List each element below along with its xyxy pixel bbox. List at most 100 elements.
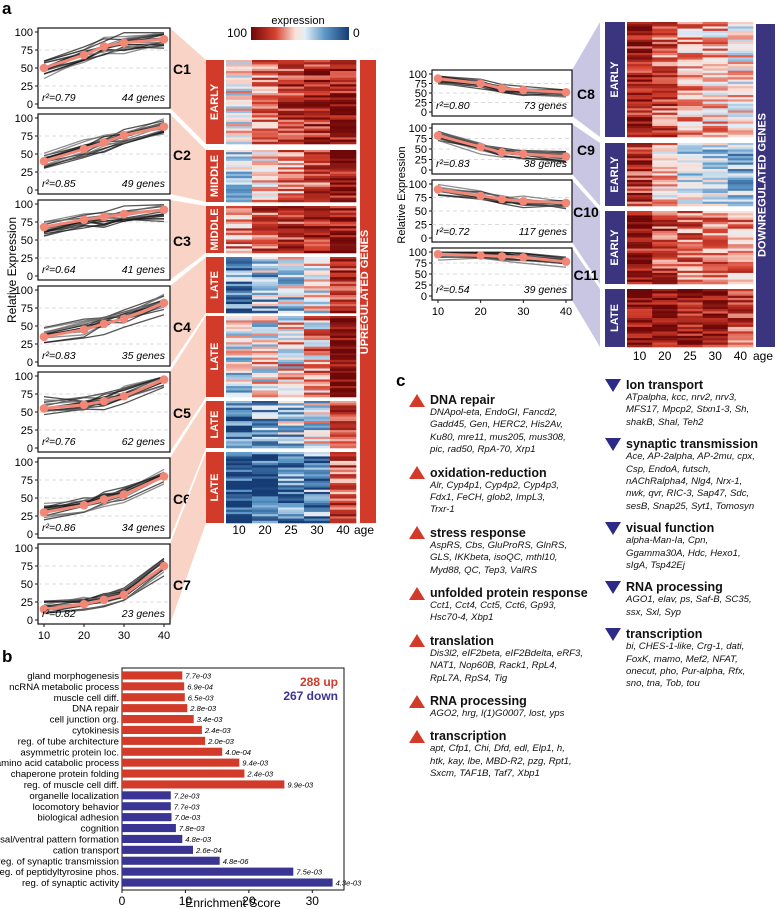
legend-low: 0 [353,26,360,40]
heatmap-cell [278,518,305,522]
heatmap-cell [677,320,703,323]
trend-point [99,42,109,51]
heatmap-cell [278,335,305,339]
heatmap-cell [252,223,279,227]
y-tick-label: 100 [15,113,33,125]
heatmap-cell [727,72,754,76]
heatmap-cell [652,264,678,267]
heatmap-cell [652,130,678,133]
heatmap-cell [252,357,279,361]
heatmap-cell [252,137,279,140]
heatmap-cell [278,152,305,155]
heatmap-cell [702,121,729,125]
heatmap-cell [330,197,357,201]
bar-pvalue-label: 7.2e-03 [174,791,201,800]
heatmap-cell [226,288,253,291]
heatmap-cell [226,257,253,260]
heatmap-cell [727,106,754,109]
heatmap-x-axis-down: 10 20 25 30 40 [633,349,747,363]
heatmap-cell [252,64,279,67]
heatmap-cell [727,112,754,116]
heatmap-cell [304,90,331,94]
stage-label: LATE [609,304,621,332]
heatmap-cell [702,81,729,85]
heatmap-cell [278,443,305,447]
heatmap-cell [702,320,729,323]
heatmap-cell [304,77,331,81]
heatmap-cell [702,68,729,71]
heatmap-cell [652,46,678,49]
heatmap-cell [677,272,703,276]
heatmap-cell [278,274,305,278]
heatmap-cell [627,101,653,105]
heatmap-cell [304,361,331,365]
bar [122,736,206,745]
heatmap-cell [652,22,678,25]
heatmap-cell [278,206,305,209]
heatmap-cell [304,423,331,426]
heatmap-x-label: 20 [258,523,272,537]
heatmap-cell [226,286,253,289]
heatmap-cell [226,132,253,136]
heatmap-cell [330,370,357,374]
gene-list-line: Csp, EndoA, futsch, [626,463,711,475]
heatmap-cell [627,318,653,321]
heatmap-cell [278,386,305,389]
heatmap-cell [226,489,253,493]
heatmap-cell [304,372,331,376]
heatmap-cell [226,150,253,153]
heatmap-cell [304,104,331,107]
heatmap-cell [330,241,357,245]
heatmap-cell [226,119,253,123]
heatmap-cell [627,253,653,256]
category-heading: translation [409,634,583,648]
heatmap-cell [727,213,754,216]
trend-point [39,156,49,166]
heatmap-cell [252,403,279,406]
heatmap-cell [330,379,357,382]
heatmap-cell [278,421,305,424]
y-tick-label: 75 [21,217,33,229]
heatmap-cell [330,75,357,78]
heatmap-cell [627,324,653,328]
heatmap-cell [627,197,653,200]
heatmap-cell [702,192,729,196]
heatmap-cell [304,197,331,201]
heatmap-cell [304,329,331,332]
heatmap-cell [304,485,331,488]
heatmap-cell [627,228,653,232]
heatmap-cell [627,261,653,265]
heatmap-cell [677,264,703,267]
heatmap-cell [677,255,703,258]
heatmap-cell [226,104,253,107]
heatmap-cell [677,30,703,34]
heatmap-cell [226,368,253,372]
heatmap-cell [627,79,653,83]
heatmap-cell [330,281,357,285]
heatmap-cell [252,226,279,229]
heatmap-cell [627,335,653,339]
heatmap-cell [652,270,678,274]
heatmap-cell [652,179,678,183]
category-title: transcription [626,627,703,642]
heatmap-cell [304,119,331,123]
heatmap-cell [330,191,357,194]
heatmap-cell [278,230,305,234]
age-label-right: age [753,349,773,363]
heatmap-cell [226,348,253,352]
heatmap-cell [677,340,703,343]
heatmap-cell [702,309,729,312]
heatmap-cell [252,193,279,196]
heatmap-cell [627,250,653,254]
heatmap-cell [278,414,305,417]
trend-point [39,222,49,232]
heatmap-cell [702,230,729,234]
heatmap-cell [330,357,357,361]
heatmap-cell [702,203,729,207]
heatmap-cell [702,244,729,247]
heatmap-cell [652,79,678,83]
heatmap-cell [304,141,331,145]
heatmap-cell [278,416,305,420]
trend-point [79,325,89,334]
heatmap-cell [252,520,279,524]
